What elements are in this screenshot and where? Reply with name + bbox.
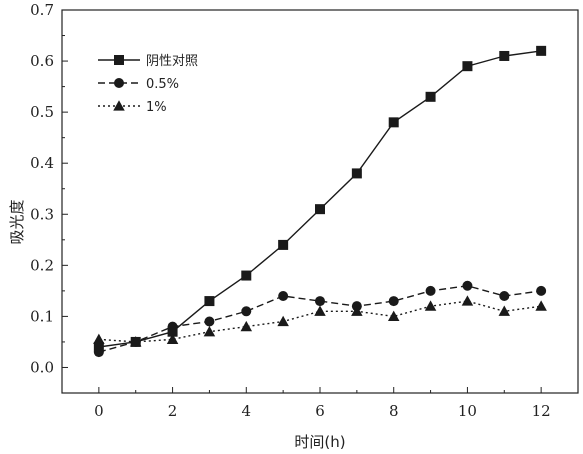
data-point — [499, 290, 510, 301]
data-point — [129, 336, 142, 347]
y-tick-label: 0.5 — [30, 103, 54, 121]
x-tick-label: 10 — [458, 402, 477, 420]
data-point — [315, 204, 325, 215]
x-tick-label: 0 — [94, 402, 104, 420]
legend-label: 阴性对照 — [146, 54, 198, 69]
data-point — [203, 325, 216, 337]
legend-label: 1% — [146, 100, 167, 115]
data-point — [535, 300, 547, 311]
data-point — [204, 296, 215, 307]
data-point — [499, 50, 510, 61]
data-point — [425, 91, 436, 102]
data-point — [315, 296, 325, 307]
data-point — [388, 117, 399, 128]
data-point — [462, 61, 473, 72]
data-point — [498, 305, 511, 316]
x-tick-label: 4 — [242, 402, 252, 420]
data-point — [241, 306, 252, 317]
x-axis-title: 时间(h) — [294, 433, 345, 451]
legend-label: 0.5% — [146, 77, 179, 92]
data-point — [241, 270, 252, 281]
series-2-line — [98, 285, 542, 353]
legend-marker — [113, 100, 125, 111]
data-point — [167, 326, 178, 337]
data-point — [536, 285, 547, 296]
data-point — [536, 45, 547, 56]
data-point — [166, 333, 179, 344]
data-point — [387, 310, 400, 321]
data-point — [278, 290, 289, 301]
data-point — [93, 342, 104, 353]
legend-marker — [114, 55, 124, 65]
data-point — [388, 296, 399, 307]
data-point — [204, 316, 215, 327]
y-axis-title: 吸光度 — [8, 199, 26, 244]
data-point — [278, 239, 289, 250]
series-1 — [93, 45, 547, 353]
y-tick-label: 0.0 — [30, 358, 54, 376]
x-tick-label: 12 — [532, 402, 551, 420]
data-point — [93, 347, 104, 358]
data-point — [314, 305, 326, 316]
x-tick-label: 8 — [389, 402, 399, 420]
data-point — [93, 333, 105, 344]
legend-marker — [114, 78, 124, 88]
data-point — [351, 305, 363, 316]
data-point — [167, 321, 178, 332]
data-point — [461, 295, 474, 306]
x-tick-label: 6 — [315, 402, 325, 420]
y-tick-label: 0.1 — [30, 307, 54, 325]
plot-frame — [61, 9, 579, 394]
x-tick-label: 2 — [168, 402, 178, 420]
data-point — [277, 315, 289, 327]
series-2 — [93, 280, 547, 358]
data-point — [425, 285, 436, 296]
y-tick-label: 0.6 — [30, 52, 54, 70]
y-tick-label: 0.4 — [30, 154, 54, 172]
data-point — [424, 300, 437, 311]
y-tick-label: 0.3 — [30, 205, 54, 223]
series-3 — [93, 295, 547, 347]
data-point — [240, 320, 253, 332]
y-tick-label: 0.7 — [30, 1, 54, 19]
data-point — [462, 280, 473, 291]
y-tick-label: 0.2 — [30, 256, 54, 274]
data-point — [351, 168, 362, 179]
